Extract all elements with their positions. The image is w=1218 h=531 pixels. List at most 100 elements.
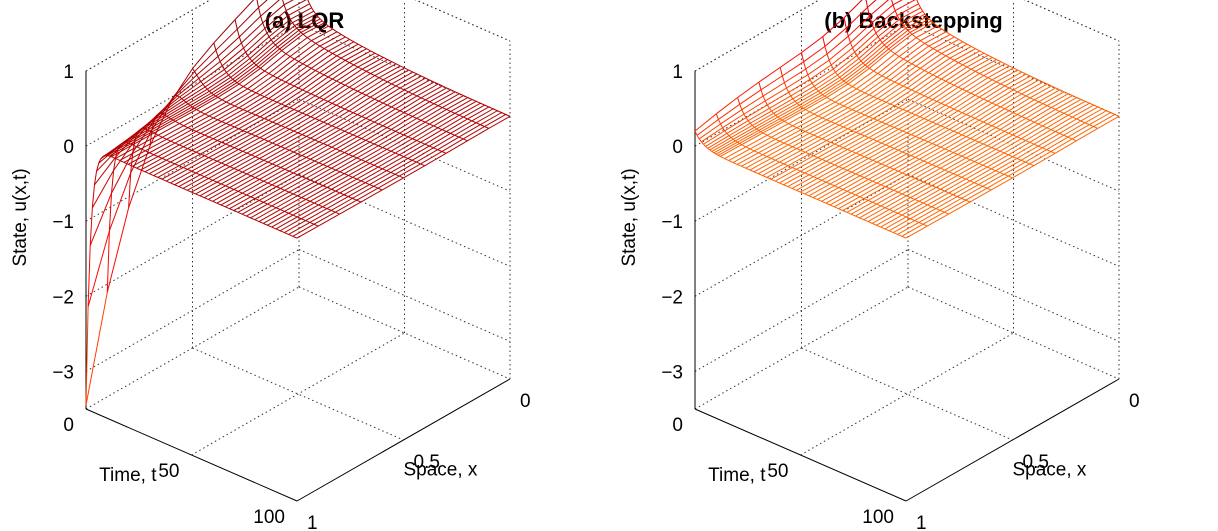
mesh-segment <box>352 134 358 138</box>
mesh-segment <box>272 85 295 101</box>
x-tick-label: 0 <box>520 391 531 412</box>
mesh-segment <box>876 212 899 226</box>
mesh-segment <box>897 158 920 172</box>
mesh-segment <box>123 128 146 143</box>
mesh-segment <box>919 167 941 181</box>
mesh-segment <box>880 172 903 186</box>
mesh-segment <box>255 46 278 66</box>
mesh-segment <box>229 187 235 190</box>
mesh-segment <box>104 142 127 157</box>
mesh-segment <box>824 82 847 97</box>
mesh-segment <box>1106 110 1111 114</box>
t-axis-line <box>694 408 907 502</box>
mesh-segment <box>932 48 938 52</box>
mesh-segment <box>250 142 273 156</box>
mesh-segment <box>292 10 315 24</box>
mesh-segment <box>264 70 270 74</box>
mesh-segment <box>779 52 802 68</box>
mesh-segment <box>378 54 384 58</box>
mesh-segment <box>144 171 150 175</box>
mesh-segment <box>927 213 949 227</box>
mesh-segment <box>783 151 806 165</box>
mesh-segment <box>873 70 879 74</box>
mesh-segment <box>335 199 357 213</box>
mesh-segment <box>958 62 963 66</box>
mesh-segment <box>1085 100 1090 104</box>
mesh-segment <box>864 114 870 118</box>
mesh-segment <box>1059 89 1065 93</box>
mesh-segment <box>458 102 481 116</box>
mesh-segment <box>324 22 329 27</box>
mesh-segment <box>987 87 1010 102</box>
mesh-segment <box>856 98 878 112</box>
mesh-segment <box>1008 175 1013 179</box>
mesh-segment <box>877 98 883 101</box>
mesh-segment <box>694 130 698 136</box>
mesh-segment <box>242 130 248 133</box>
mesh-segment <box>301 176 307 179</box>
mesh-segment <box>922 211 945 225</box>
mesh-segment <box>221 162 226 166</box>
mesh-segment <box>297 119 320 134</box>
mesh-segment <box>775 159 780 163</box>
mesh-segment <box>369 162 375 166</box>
mesh-segment <box>361 159 366 163</box>
mesh-segment <box>196 74 200 79</box>
mesh-segment <box>260 67 265 72</box>
mesh-segment <box>1042 134 1064 149</box>
mesh-segment <box>890 89 912 105</box>
mesh-segment <box>927 183 933 187</box>
mesh-segment <box>1021 138 1026 141</box>
mesh-segment <box>983 121 988 125</box>
mesh-segment <box>302 74 325 91</box>
mesh-segment <box>737 81 760 98</box>
mesh-segment <box>754 150 759 154</box>
mesh-segment <box>881 121 887 125</box>
mesh-segment <box>365 170 387 184</box>
mesh-segment <box>196 109 201 113</box>
mesh-segment <box>204 164 226 178</box>
x-axis-line <box>905 378 1120 502</box>
surface-mesh <box>85 0 511 406</box>
mesh-segment <box>420 85 443 99</box>
mesh-segment <box>974 182 979 185</box>
mesh-segment <box>327 153 349 167</box>
mesh-segment <box>851 118 874 131</box>
mesh-segment <box>311 7 315 12</box>
mesh-segment <box>962 88 967 92</box>
mesh-segment <box>936 123 942 127</box>
z-tick-label: 0 <box>63 137 74 158</box>
mesh-segment <box>191 117 214 131</box>
mesh-segment <box>225 131 248 145</box>
mesh-segment <box>906 174 912 178</box>
mesh-segment <box>143 114 165 130</box>
mesh-segment <box>335 136 358 150</box>
mesh-segment <box>888 32 911 50</box>
mesh-segment <box>902 85 908 89</box>
mesh-segment <box>876 161 882 165</box>
mesh-segment <box>249 58 253 62</box>
mesh-segment <box>1093 104 1099 108</box>
mesh-segment <box>817 136 823 140</box>
mesh-segment <box>764 100 768 106</box>
mesh-segment <box>927 162 933 166</box>
mesh-segment <box>238 94 261 109</box>
mesh-segment <box>888 230 894 234</box>
mesh-segment <box>821 147 844 160</box>
mesh-segment <box>745 134 768 148</box>
mesh-segment <box>394 161 417 175</box>
mesh-segment <box>366 70 371 74</box>
mesh-segment <box>217 107 240 121</box>
mesh-segment <box>314 202 319 206</box>
mesh-segment <box>441 138 464 152</box>
mesh-segment <box>259 158 265 161</box>
mesh-segment <box>293 172 298 176</box>
mesh-segment <box>446 87 452 91</box>
mesh-segment <box>974 148 997 163</box>
mesh-segment <box>898 93 921 109</box>
mesh-segment <box>237 211 243 215</box>
z-tick-label: −2 <box>661 287 683 308</box>
mesh-segment <box>910 206 932 220</box>
mesh-segment <box>753 171 759 175</box>
mesh-segment <box>353 88 358 92</box>
